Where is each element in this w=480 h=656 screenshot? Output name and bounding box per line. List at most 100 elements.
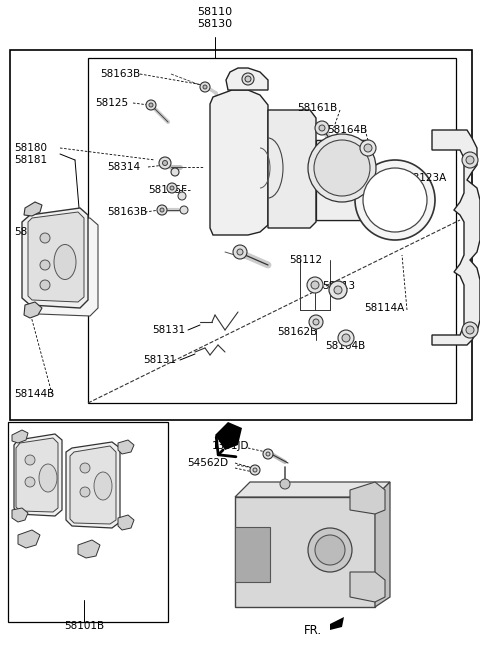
Polygon shape [350, 482, 385, 514]
Ellipse shape [94, 472, 112, 500]
Circle shape [159, 157, 171, 169]
Circle shape [200, 82, 210, 92]
Text: 58181: 58181 [14, 155, 47, 165]
Text: 54562D: 54562D [187, 458, 228, 468]
Polygon shape [235, 482, 390, 497]
Polygon shape [12, 508, 28, 522]
Polygon shape [235, 497, 375, 607]
Text: 58314: 58314 [107, 162, 140, 172]
Circle shape [237, 249, 243, 255]
Polygon shape [70, 446, 116, 524]
Circle shape [309, 315, 323, 329]
Circle shape [334, 286, 342, 294]
Circle shape [308, 134, 376, 202]
Circle shape [466, 156, 474, 164]
Circle shape [329, 281, 347, 299]
Circle shape [40, 280, 50, 290]
Polygon shape [210, 90, 268, 235]
Text: 1351JD: 1351JD [212, 441, 250, 451]
Circle shape [203, 85, 207, 89]
Text: 58125F: 58125F [148, 185, 187, 195]
Circle shape [146, 100, 156, 110]
Circle shape [360, 140, 376, 156]
Circle shape [253, 468, 257, 472]
Polygon shape [118, 440, 134, 454]
Bar [10, 50, 472, 420]
Circle shape [170, 186, 174, 190]
Circle shape [462, 322, 478, 338]
Text: 58180: 58180 [14, 143, 47, 153]
Polygon shape [226, 68, 268, 90]
Text: 58113: 58113 [322, 281, 355, 291]
Text: 58161B: 58161B [297, 103, 337, 113]
Circle shape [157, 205, 167, 215]
Circle shape [167, 183, 177, 193]
Circle shape [342, 334, 350, 342]
Polygon shape [268, 110, 316, 228]
Text: 58144B: 58144B [14, 389, 54, 399]
Circle shape [364, 144, 372, 152]
Polygon shape [118, 515, 134, 530]
Polygon shape [28, 212, 84, 302]
Circle shape [40, 260, 50, 270]
Bar [8, 422, 168, 622]
Text: 58112: 58112 [289, 255, 322, 265]
Circle shape [250, 465, 260, 475]
Circle shape [313, 319, 319, 325]
Bar [88, 58, 456, 403]
Text: 58125: 58125 [95, 98, 128, 108]
Text: 58144B: 58144B [14, 227, 54, 237]
Polygon shape [16, 438, 58, 512]
Circle shape [462, 152, 478, 168]
Polygon shape [12, 430, 28, 443]
Text: 58130: 58130 [197, 19, 233, 29]
Ellipse shape [39, 464, 57, 492]
Circle shape [25, 477, 35, 487]
Text: 58131: 58131 [152, 325, 185, 335]
Polygon shape [14, 434, 62, 516]
Text: 58163B: 58163B [100, 69, 140, 79]
Text: 58123A: 58123A [406, 173, 446, 183]
Circle shape [280, 479, 290, 489]
Circle shape [315, 121, 329, 135]
Polygon shape [24, 202, 42, 216]
Circle shape [355, 160, 435, 240]
Polygon shape [24, 302, 42, 318]
Polygon shape [432, 130, 480, 345]
Polygon shape [32, 218, 98, 316]
Circle shape [178, 192, 186, 200]
Circle shape [314, 140, 370, 196]
Text: 58164B: 58164B [327, 125, 367, 135]
Polygon shape [375, 482, 390, 607]
Text: 58162B: 58162B [277, 327, 317, 337]
Polygon shape [235, 527, 270, 582]
Text: 58110: 58110 [197, 7, 233, 17]
Polygon shape [330, 617, 344, 630]
Circle shape [80, 487, 90, 497]
Polygon shape [350, 572, 385, 602]
Circle shape [233, 245, 247, 259]
Circle shape [171, 168, 179, 176]
Polygon shape [66, 442, 120, 528]
Circle shape [180, 206, 188, 214]
Circle shape [160, 208, 164, 212]
Circle shape [315, 535, 345, 565]
Circle shape [338, 330, 354, 346]
Polygon shape [22, 208, 88, 308]
FancyArrowPatch shape [216, 437, 236, 457]
Polygon shape [215, 422, 242, 450]
Text: 58114A: 58114A [364, 303, 404, 313]
Circle shape [266, 452, 270, 456]
Circle shape [80, 463, 90, 473]
Circle shape [308, 528, 352, 572]
Circle shape [363, 168, 427, 232]
Text: 58101B: 58101B [64, 621, 104, 631]
Polygon shape [18, 530, 40, 548]
Circle shape [319, 125, 325, 131]
Text: 58163B: 58163B [107, 207, 147, 217]
Circle shape [245, 76, 251, 82]
Circle shape [466, 326, 474, 334]
Ellipse shape [54, 245, 76, 279]
Circle shape [263, 449, 273, 459]
Circle shape [40, 233, 50, 243]
